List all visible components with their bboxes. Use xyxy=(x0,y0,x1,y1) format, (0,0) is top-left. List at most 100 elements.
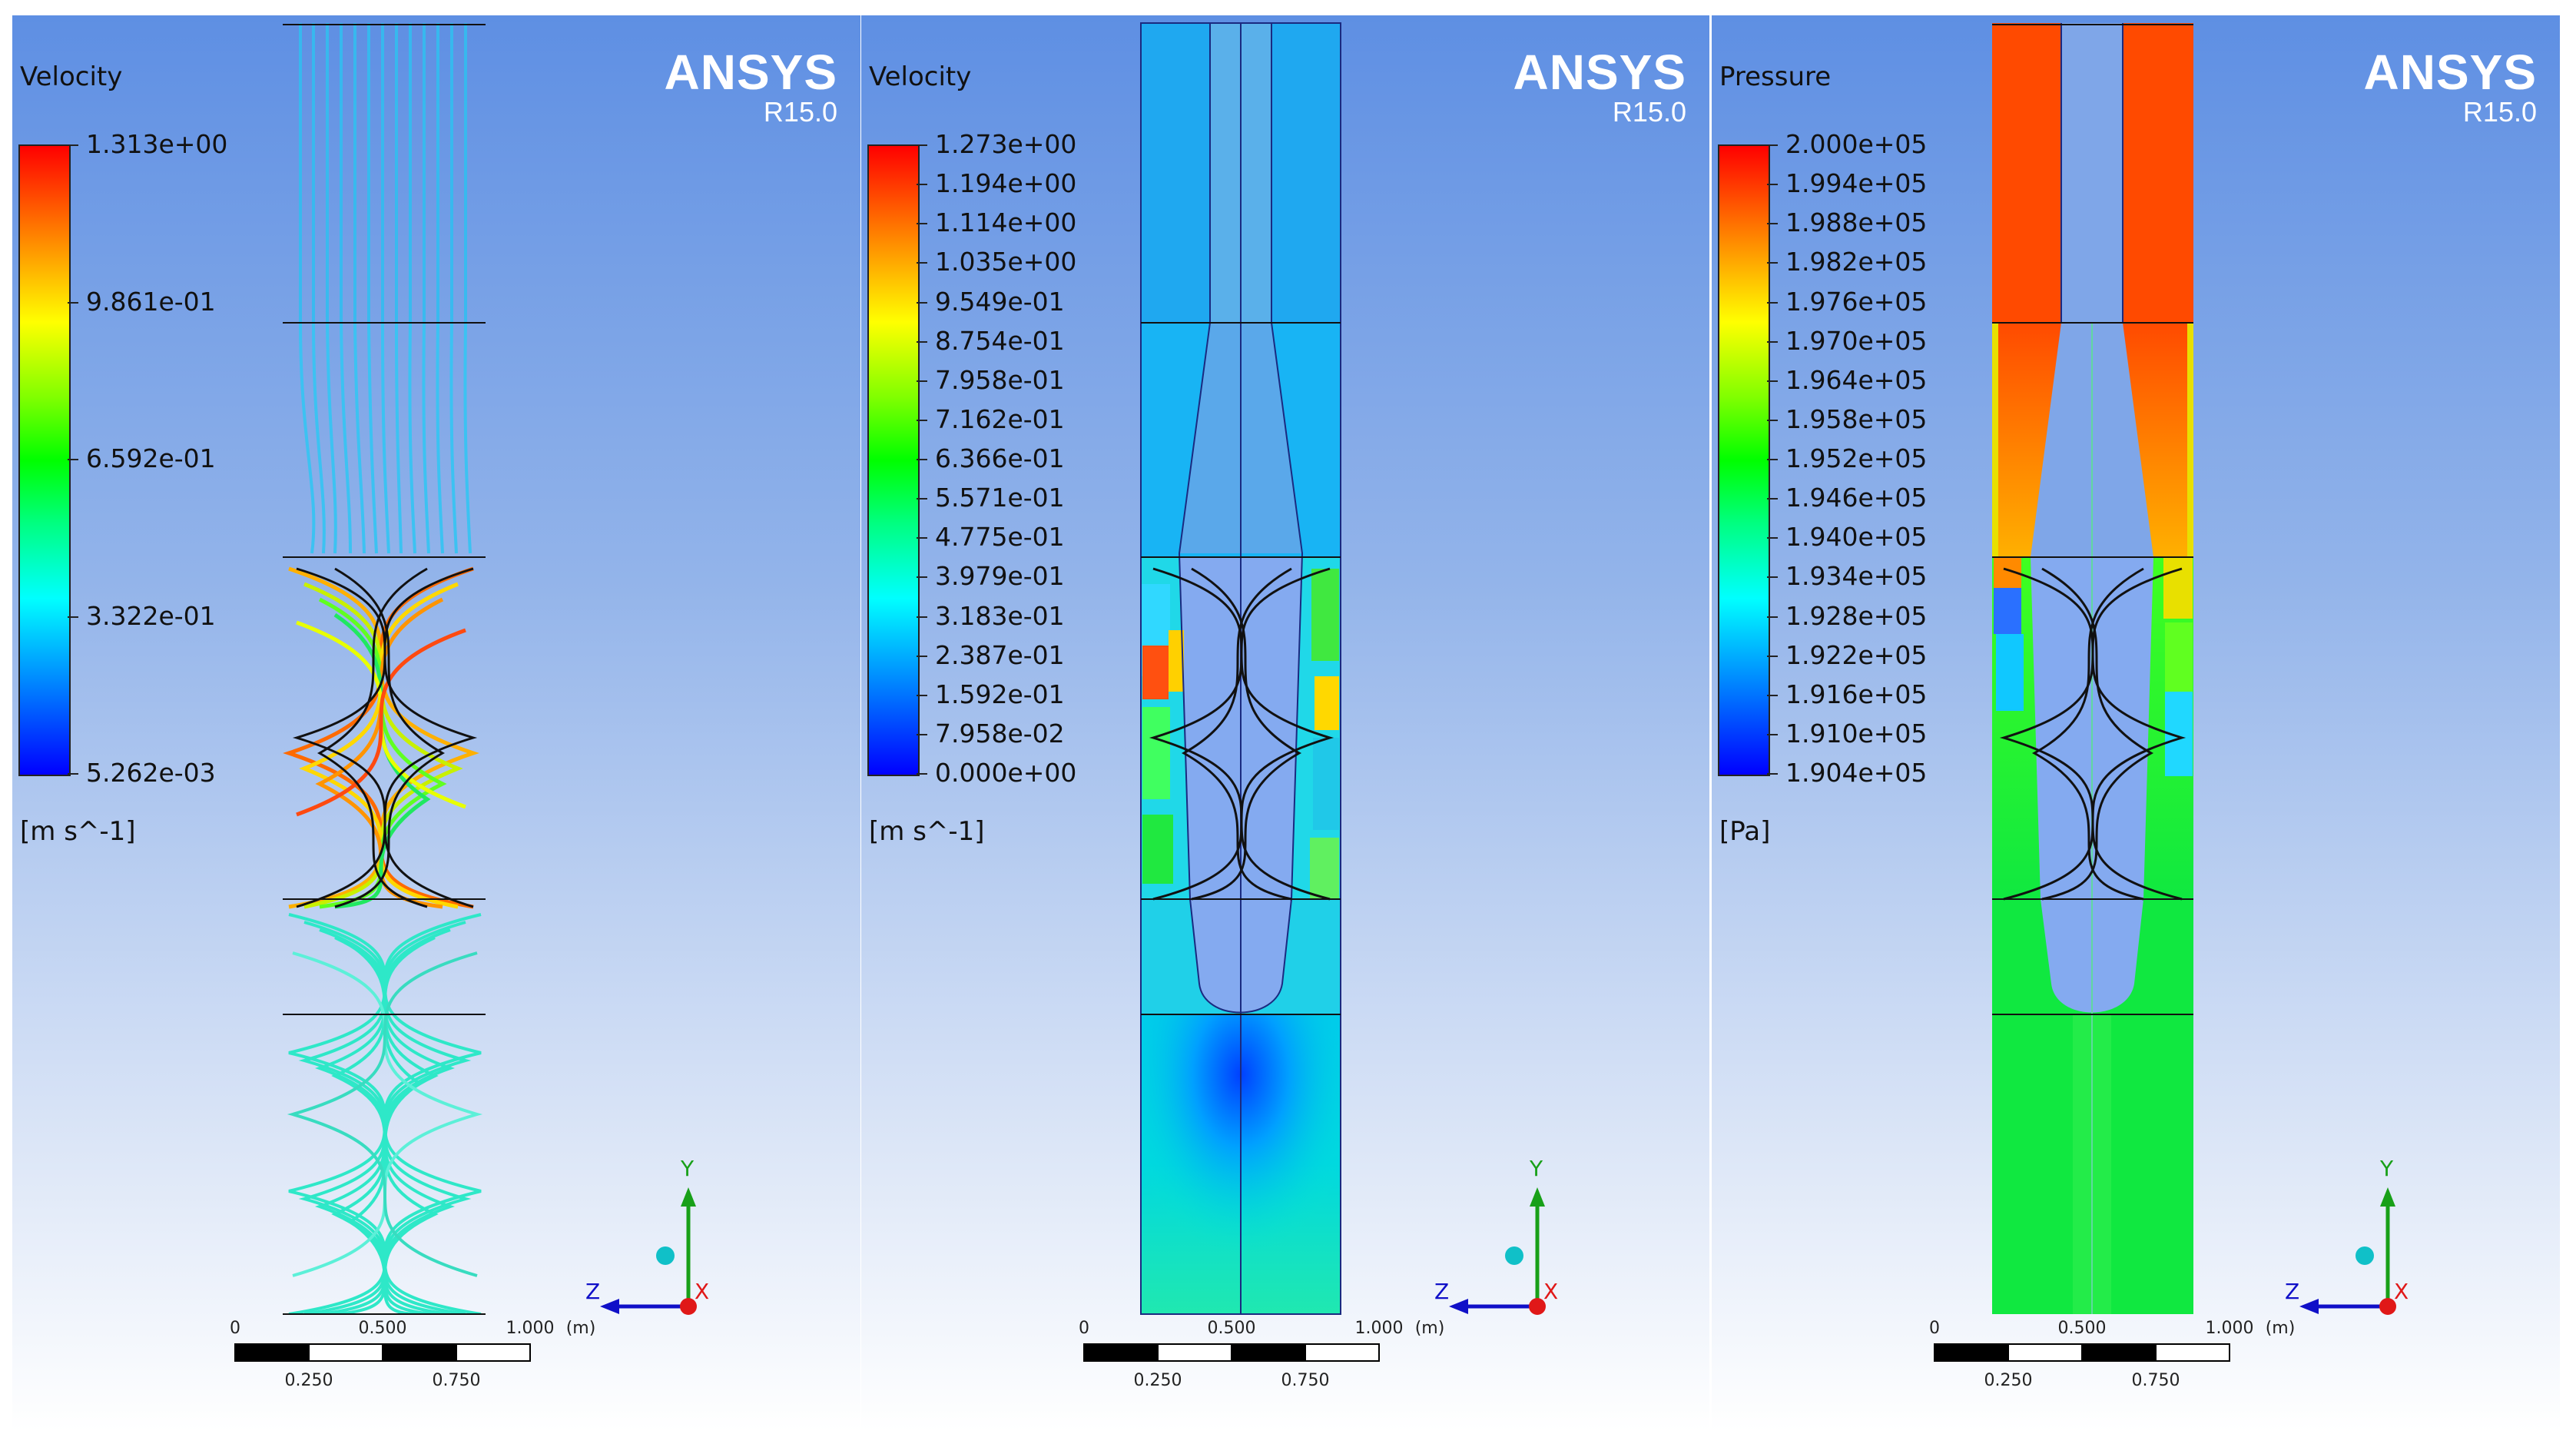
x-axis-label: X xyxy=(695,1279,709,1304)
legend-tick-mark xyxy=(1767,144,1778,146)
ansys-version: R15.0 xyxy=(2462,96,2537,128)
ansys-logo: ANSYS R15.0 xyxy=(1513,48,1687,128)
scale-bottom-label: 0.750 xyxy=(2132,1371,2180,1390)
scale-bottom-label: 0.250 xyxy=(1134,1371,1182,1390)
legend-tick-label: 5.262e-03 xyxy=(86,758,216,788)
velocity-contour-panel: Velocity [m s^-1] ANSYS R15.0 xyxy=(861,15,1709,1431)
legend-title: Pressure xyxy=(1719,61,1832,92)
streamline-view xyxy=(283,23,486,1315)
legend-tick-mark xyxy=(917,459,927,460)
x-axis-label: X xyxy=(2394,1279,2409,1304)
legend-tick-label: 3.322e-01 xyxy=(86,600,216,631)
legend-tick-mark xyxy=(1767,380,1778,382)
legend-tick-label: 1.952e+05 xyxy=(1785,443,1928,473)
legend-tick-mark xyxy=(917,419,927,421)
scale-top-label: 0.500 xyxy=(2058,1319,2107,1338)
legend-tick-mark xyxy=(1767,537,1778,539)
legend-tick-label: 3.979e-01 xyxy=(935,561,1065,592)
scale-bottom-label: 0.250 xyxy=(285,1371,333,1390)
legend-tick-label: 1.114e+00 xyxy=(935,207,1077,238)
scale-top-label: (m) xyxy=(2266,1319,2296,1338)
legend-tick-label: 1.313e+00 xyxy=(86,129,228,159)
legend-tick-mark xyxy=(917,262,927,264)
legend-tick-label: 9.549e-01 xyxy=(935,286,1065,317)
legend-tick-mark xyxy=(917,773,927,775)
x-axis-label: X xyxy=(1543,1279,1558,1304)
scale-segment xyxy=(1231,1343,1306,1362)
axis-triad: Y Z X xyxy=(1430,1153,1583,1337)
legend-tick-label: 9.861e-01 xyxy=(86,286,216,317)
legend-tick-mark xyxy=(917,301,927,304)
scale-top-label: 0.500 xyxy=(359,1319,407,1338)
legend-tick-mark xyxy=(68,459,78,460)
legend-tick-mark xyxy=(917,380,927,382)
ansys-version: R15.0 xyxy=(1612,96,1686,128)
legend-tick-mark xyxy=(1767,301,1778,304)
legend-tick-label: 1.940e+05 xyxy=(1785,522,1928,553)
legend-tick-label: 1.964e+05 xyxy=(1785,364,1928,395)
legend-tick-label: 7.162e-01 xyxy=(935,403,1065,434)
legend-tick-label: 5.571e-01 xyxy=(935,483,1065,513)
scale-segment xyxy=(2155,1343,2230,1362)
ansys-brand: ANSYS xyxy=(2363,45,2537,100)
legend-title: Velocity xyxy=(20,61,123,92)
legend-tick-mark xyxy=(917,223,927,225)
scale-segment xyxy=(308,1343,383,1362)
legend-tick-mark xyxy=(1767,655,1778,657)
legend-tick-label: 1.273e+00 xyxy=(935,129,1077,159)
legend-tick-label: 2.000e+05 xyxy=(1785,129,1928,159)
legend-tick-label: 2.387e-01 xyxy=(935,639,1065,670)
legend-units: [m s^-1] xyxy=(20,816,136,847)
scale-segment xyxy=(456,1343,531,1362)
legend-tick-label: 1.970e+05 xyxy=(1785,325,1928,356)
axis-triad: Y Z X xyxy=(2280,1153,2434,1337)
legend-tick-label: 7.958e-02 xyxy=(935,718,1065,749)
legend-tick-mark xyxy=(1767,616,1778,618)
legend-tick-label: 1.916e+05 xyxy=(1785,679,1928,709)
scale-segment xyxy=(2007,1343,2083,1362)
legend-tick-mark xyxy=(917,144,927,146)
y-axis-label: Y xyxy=(2379,1156,2394,1181)
ansys-logo: ANSYS R15.0 xyxy=(2364,48,2538,128)
scale-top-label: 1.000 xyxy=(2206,1319,2254,1338)
scale-segment xyxy=(1305,1343,1380,1362)
legend-tick-mark xyxy=(917,498,927,500)
legend-tick-mark xyxy=(68,144,78,146)
legend-tick-label: 3.183e-01 xyxy=(935,600,1065,631)
scale-top-label: 1.000 xyxy=(1355,1319,1404,1338)
legend-tick-mark xyxy=(917,733,927,735)
legend-tick-label: 1.976e+05 xyxy=(1785,286,1928,317)
y-axis-label: Y xyxy=(680,1156,695,1181)
legend-tick-label: 1.922e+05 xyxy=(1785,639,1928,670)
legend-tick-label: 1.946e+05 xyxy=(1785,483,1928,513)
legend-tick-label: 1.928e+05 xyxy=(1785,600,1928,631)
ansys-version: R15.0 xyxy=(763,96,837,128)
legend-tick-label: 6.366e-01 xyxy=(935,443,1065,473)
legend-tick-label: 1.592e-01 xyxy=(935,679,1065,709)
legend-tick-mark xyxy=(1767,498,1778,500)
legend-tick-mark xyxy=(917,340,927,343)
legend-tick-label: 7.958e-01 xyxy=(935,364,1065,395)
z-axis-label: Z xyxy=(2285,1279,2299,1304)
legend-tick-mark xyxy=(1767,223,1778,225)
scale-segment xyxy=(1157,1343,1232,1362)
velocity-colorbar xyxy=(867,144,920,776)
legend-tick-mark xyxy=(1767,184,1778,186)
velocity-contour-view xyxy=(1140,22,1341,1315)
velocity-streamline-panel: Velocity [m s^-1] ANSYS R15.0 xyxy=(12,15,860,1431)
legend-tick-label: 1.988e+05 xyxy=(1785,207,1928,238)
velocity-colorbar xyxy=(18,144,71,776)
pressure-contour-panel: Pressure [Pa] ANSYS R15.0 xyxy=(1712,15,2560,1431)
legend-tick-label: 1.194e+00 xyxy=(935,168,1077,199)
legend-units: [Pa] xyxy=(1719,816,1771,847)
y-axis-label: Y xyxy=(1529,1156,1543,1181)
scale-top-label: 0 xyxy=(1929,1319,1940,1338)
z-axis-label: Z xyxy=(1434,1279,1449,1304)
legend-tick-mark xyxy=(1767,773,1778,775)
ansys-brand: ANSYS xyxy=(1513,45,1686,100)
scale-bottom-label: 0.750 xyxy=(1281,1371,1330,1390)
legend-tick-label: 1.035e+00 xyxy=(935,247,1077,277)
legend-tick-mark xyxy=(917,537,927,539)
legend-tick-mark xyxy=(917,576,927,579)
legend-tick-label: 1.958e+05 xyxy=(1785,403,1928,434)
